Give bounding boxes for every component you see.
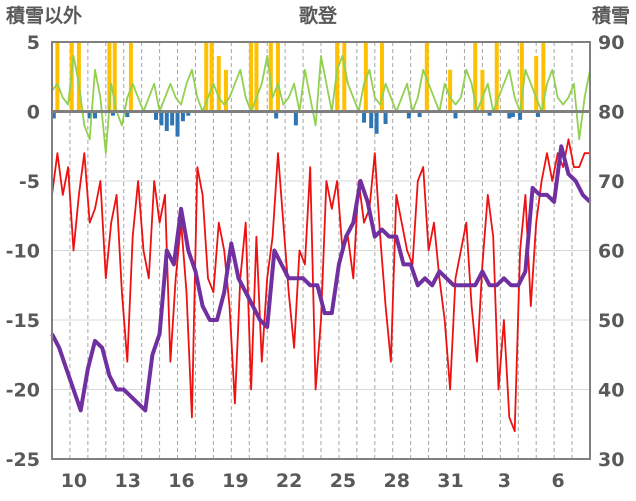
blue-bar	[159, 111, 164, 126]
yellow-bar	[112, 42, 117, 112]
blue-bar	[125, 111, 130, 118]
blue-bar	[51, 111, 56, 119]
left-tick-label: -5	[19, 171, 40, 193]
right-tick-label: 70	[598, 171, 624, 193]
blue-bar	[110, 111, 115, 116]
yellow-bar	[335, 42, 340, 112]
blue-bar	[487, 111, 492, 116]
yellow-bar	[204, 42, 209, 112]
yellow-bar	[216, 55, 221, 112]
blue-bar	[274, 111, 279, 119]
blue-bar	[510, 111, 515, 118]
right-tick-label: 80	[598, 102, 624, 124]
blue-bar	[417, 111, 422, 118]
left-tick-label: -20	[6, 380, 40, 402]
yellow-bar	[534, 55, 539, 112]
yellow-bar	[342, 42, 347, 112]
green-series-line	[51, 55, 591, 155]
x-tick-label: 6	[552, 470, 565, 492]
yellow-bar	[448, 69, 453, 112]
yellow-bar	[249, 42, 254, 112]
yellow-bar	[107, 42, 112, 112]
left-axis-title: 積雪以外	[6, 4, 82, 27]
left-tick-label: -10	[6, 241, 40, 263]
chart-title: 歌登	[299, 4, 338, 27]
left-tick-label: 5	[27, 32, 40, 54]
left-tick-label: -15	[6, 310, 40, 332]
blue-bar	[507, 111, 512, 119]
right-tick-label: 30	[598, 449, 624, 471]
x-tick-label: 25	[330, 470, 356, 492]
plot-frame	[51, 41, 591, 460]
blue-bar	[535, 111, 540, 118]
blue-bar	[383, 111, 388, 125]
blue-bar	[362, 111, 367, 123]
x-tick-label: 31	[437, 470, 463, 492]
yellow-bar	[55, 42, 60, 112]
x-tick-label: 3	[498, 470, 511, 492]
yellow-bar	[519, 42, 524, 112]
x-tick-label: 19	[222, 470, 248, 492]
blue-bar	[186, 111, 191, 116]
labels-layer: 積雪以外 歌登 積雪 50-5-10-15-20-259080706050403…	[6, 4, 630, 492]
yellow-bar	[541, 42, 546, 112]
blue-bar	[175, 111, 180, 137]
yellow-bar	[223, 69, 228, 112]
right-tick-label: 60	[598, 241, 624, 263]
x-tick-label: 10	[61, 470, 87, 492]
blue-bar	[180, 111, 185, 122]
blue-bar	[87, 111, 92, 119]
yellow-bar	[209, 42, 214, 112]
x-tick-label: 22	[276, 470, 302, 492]
purple-series-line	[50, 144, 592, 413]
yellow-bar	[480, 69, 485, 112]
blue-bar	[374, 111, 379, 134]
blue-bar	[518, 111, 523, 120]
left-tick-label: -25	[6, 449, 40, 471]
blue-bar	[453, 111, 458, 119]
right-axis-title: 積雪	[592, 4, 630, 27]
x-tick-label: 13	[115, 470, 141, 492]
yellow-bar	[128, 42, 133, 112]
right-tick-label: 90	[598, 32, 624, 54]
right-tick-label: 40	[598, 380, 624, 402]
yellow-bar	[473, 42, 478, 112]
red-series-line	[51, 138, 590, 433]
x-tick-label: 28	[384, 470, 410, 492]
blue-bar	[154, 111, 159, 120]
blue-bar	[293, 111, 298, 126]
yellow-bar	[494, 42, 499, 112]
yellow-bar	[76, 42, 81, 112]
right-tick-label: 50	[598, 310, 624, 332]
frame-layer	[51, 41, 591, 460]
blue-bar	[170, 111, 175, 126]
blue-bar	[369, 111, 374, 129]
left-tick-label: 0	[27, 102, 40, 124]
x-tick-label: 16	[168, 470, 194, 492]
bars-layer	[51, 42, 546, 137]
yellow-bar	[254, 42, 259, 112]
yellow-bar	[379, 42, 384, 112]
blue-bar	[93, 111, 98, 119]
yellow-bar	[275, 42, 280, 112]
series-layer	[50, 55, 592, 433]
blue-bar	[164, 111, 169, 131]
blue-bar	[406, 111, 411, 119]
